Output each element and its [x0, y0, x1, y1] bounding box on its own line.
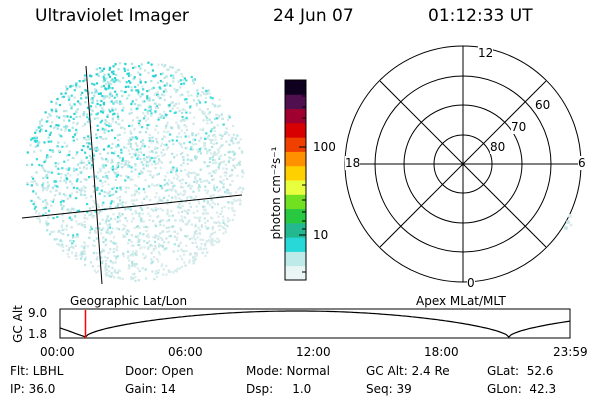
colorbar-band: [285, 251, 306, 267]
timeline-ytick-min: 1.8: [28, 327, 48, 341]
mlt-label-0: 0: [467, 276, 475, 290]
colorbar-band: [285, 151, 306, 167]
colorbar-tick-100: 100: [313, 140, 336, 154]
instrument-title: Ultraviolet Imager: [35, 6, 189, 26]
colorbar-band: [285, 80, 306, 95]
colorbar-band: [285, 165, 306, 181]
info-filter: Flt: LBHL: [10, 364, 64, 378]
info-dsp: Dsp: 1.0: [246, 382, 312, 396]
timeline-xtick-2359: 23:59: [553, 345, 588, 359]
timeline-ytick-max: 9.0: [28, 306, 48, 320]
colorbar-band: [285, 194, 306, 210]
time-label: 01:12:33 UT: [428, 6, 533, 26]
colorbar-band: [285, 137, 306, 152]
colorbar-band: [285, 108, 306, 124]
timeline-xtick-1200: 12:00: [296, 345, 331, 359]
info-door: Door: Open: [125, 364, 194, 378]
polar-emission-dots: [564, 214, 573, 230]
apex-caption: Apex MLat/MLT: [416, 294, 506, 308]
mlt-label-12: 12: [478, 46, 494, 60]
mlat-label-80: 80: [490, 140, 506, 154]
info-mode: Mode: Normal: [246, 364, 330, 378]
colorbar-band: [285, 237, 306, 252]
mlat-label-60: 60: [535, 98, 551, 112]
auroral-emission-dots: [25, 61, 245, 282]
mlat-label-70: 70: [511, 120, 527, 134]
mlt-label-6: 6: [578, 156, 586, 170]
info-seq: Seq: 39: [366, 382, 412, 396]
longitude-line: [85, 65, 103, 285]
mlt-label-18: 18: [345, 156, 361, 170]
colorbar-band: [285, 222, 306, 238]
colorbar-band: [285, 122, 306, 138]
colorbar-tick-10: 10: [313, 228, 329, 242]
timeline-xtick-1800: 18:00: [424, 345, 459, 359]
colorbar-band: [285, 265, 306, 281]
info-glat: GLat: 52.6: [487, 364, 554, 378]
info-glon: GLon: 42.3: [487, 382, 557, 396]
colorbar-band: [285, 180, 306, 195]
timeline-xtick-0600: 06:00: [168, 345, 203, 359]
date-label: 24 Jun 07: [273, 6, 354, 26]
timeline-ylabel: GC Alt: [11, 305, 25, 343]
info-gain: Gain: 14: [125, 382, 176, 396]
geographic-caption: Geographic Lat/Lon: [70, 294, 188, 308]
timeline-xtick-0000: 00:00: [40, 345, 75, 359]
info-gc-alt: GC Alt: 2.4 Re: [366, 364, 450, 378]
colorbar-band: [285, 94, 306, 110]
colorbar-band: [285, 208, 306, 224]
latitude-line: [21, 194, 243, 219]
info-ip: IP: 36.0: [10, 382, 56, 396]
